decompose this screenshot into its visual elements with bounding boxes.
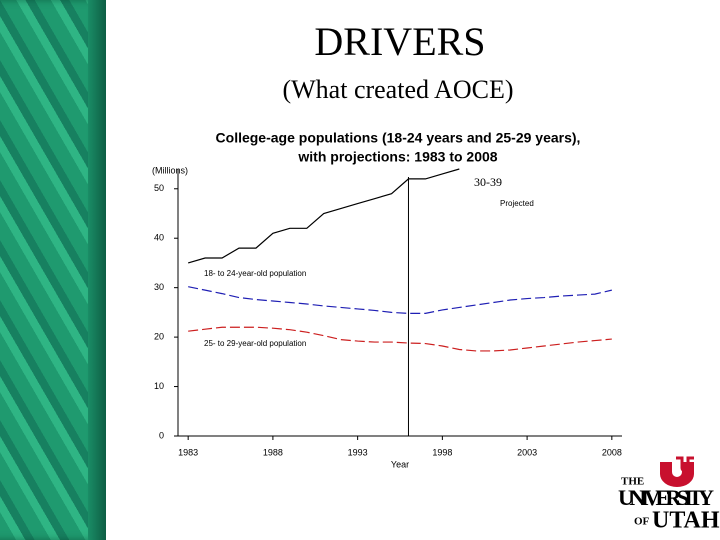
slide-title: DRIVERS	[314, 19, 485, 64]
series-line	[187, 168, 460, 264]
decorative-strip-edge	[88, 0, 106, 540]
chart-title: College-age populations (18-24 years and…	[216, 130, 581, 146]
series-line	[188, 286, 612, 314]
logo-text: UTAH	[652, 508, 720, 534]
y-tick-label: 20	[154, 331, 164, 341]
logo-mark	[676, 456, 694, 473]
series-label: 30-39	[474, 175, 502, 189]
series-label: 18- to 24-year-old population	[204, 269, 306, 278]
x-axis-label: Year	[391, 459, 409, 469]
logo-text: OF	[634, 516, 650, 528]
x-tick-label: 1988	[263, 447, 283, 457]
series-line	[188, 326, 612, 352]
logo-text: UNIVERSITY	[618, 485, 714, 510]
y-tick-label: 10	[154, 381, 164, 391]
y-tick-label: 30	[154, 282, 164, 292]
logo: THE UNIVERSITY OF UTAH	[618, 456, 720, 534]
x-tick-label: 2003	[517, 447, 537, 457]
y-tick-label: 40	[154, 233, 164, 243]
chart-subtitle: with projections: 1983 to 2008	[297, 149, 497, 165]
y-tick-label: 50	[154, 183, 164, 193]
x-tick-label: 1998	[432, 447, 452, 457]
logo-text: THE	[621, 476, 644, 488]
logo-mark	[660, 462, 694, 487]
series-label: 25- to 29-year-old population	[204, 339, 306, 348]
projection-label: Projected	[500, 199, 534, 208]
x-tick-label: 1983	[178, 447, 198, 457]
x-tick-label: 2008	[602, 447, 622, 457]
x-tick-label: 1993	[348, 447, 368, 457]
y-axis-label: (Millions)	[152, 165, 188, 175]
y-tick-label: 0	[159, 430, 164, 440]
slide-subtitle: (What created AOCE)	[282, 75, 513, 104]
